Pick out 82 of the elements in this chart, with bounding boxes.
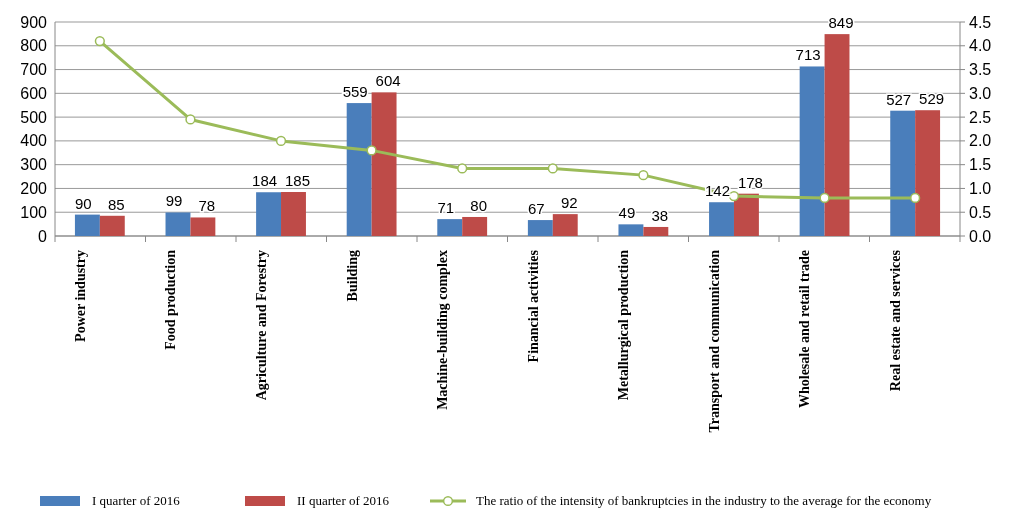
y2-tick-label: 4.0 xyxy=(969,37,992,55)
y-tick-label: 100 xyxy=(20,203,48,221)
legend-label: I quarter of 2016 xyxy=(92,493,181,508)
bar xyxy=(733,193,759,236)
y-tick-label: 200 xyxy=(20,180,48,198)
bar xyxy=(190,217,216,236)
bar xyxy=(462,216,488,236)
x-tick-label: Wholesale and retail trade xyxy=(797,250,813,409)
point xyxy=(638,170,649,181)
bar xyxy=(915,110,941,236)
x-tick-label: Transport and communication xyxy=(706,249,722,433)
bar xyxy=(346,103,372,236)
point xyxy=(819,192,830,204)
data-label: 559 xyxy=(342,83,368,101)
x-tick-label: Power industry xyxy=(72,250,88,342)
y2-tick-label: 1.5 xyxy=(969,156,992,174)
data-label: 142 xyxy=(705,182,731,200)
y2-tick-label: 0.5 xyxy=(969,203,992,221)
x-tick-label: Real estate and services xyxy=(888,249,904,392)
bar xyxy=(74,214,100,236)
data-label: 85 xyxy=(107,195,125,213)
y-tick-label: 800 xyxy=(20,37,48,55)
y-tick-label: 400 xyxy=(20,132,48,150)
data-label: 78 xyxy=(198,197,216,215)
bar xyxy=(437,219,463,236)
data-label: 49 xyxy=(618,204,636,222)
y2-tick-label: 2.0 xyxy=(969,132,992,150)
data-label: 80 xyxy=(470,196,487,214)
point xyxy=(366,145,377,156)
data-label: 184 xyxy=(252,172,278,190)
bar xyxy=(709,202,734,236)
data-label: 67 xyxy=(528,200,545,218)
data-label: 178 xyxy=(737,173,763,191)
data-label: 529 xyxy=(919,90,945,108)
data-label: 99 xyxy=(165,192,183,210)
y-tick-label: 700 xyxy=(20,61,48,79)
bar xyxy=(890,110,916,236)
y2-tick-label: 3.5 xyxy=(969,61,992,79)
y2-tick-label: 2.5 xyxy=(969,108,992,126)
point xyxy=(275,135,287,146)
data-label: 92 xyxy=(560,194,578,212)
y-tick-label: 0 xyxy=(38,227,48,245)
data-label: 90 xyxy=(75,194,92,212)
data-label: 527 xyxy=(886,90,912,108)
point xyxy=(547,163,558,174)
y2-tick-label: 1.0 xyxy=(969,180,992,198)
data-label: 71 xyxy=(437,199,455,217)
data-label: 849 xyxy=(828,14,854,32)
x-tick-label: Financial activities xyxy=(525,249,541,363)
data-label: 604 xyxy=(375,72,401,90)
legend-label: The ratio of the intensity of bankruptcies in the industry to the average for the economy xyxy=(476,493,932,508)
bar xyxy=(552,214,578,236)
y2-tick-label: 0.0 xyxy=(969,227,992,245)
point xyxy=(185,114,196,125)
y2-tick-label: 4.5 xyxy=(969,13,992,31)
data-label: 38 xyxy=(651,206,669,224)
bar xyxy=(799,66,825,236)
bar xyxy=(371,92,397,236)
y-tick-label: 600 xyxy=(20,84,48,102)
x-tick-label: Machine-building complex xyxy=(435,250,451,410)
bar xyxy=(99,215,125,236)
bar xyxy=(643,226,669,236)
x-tick-label: Agriculture and Forestry xyxy=(253,250,269,401)
y-tick-label: 500 xyxy=(20,108,48,126)
point xyxy=(457,163,468,174)
y-tick-label: 300 xyxy=(20,156,48,174)
data-label: 185 xyxy=(284,172,310,190)
y2-tick-label: 3.0 xyxy=(969,84,992,102)
bar xyxy=(824,34,850,236)
y-tick-label: 900 xyxy=(20,13,48,31)
bar xyxy=(281,192,306,236)
x-tick-label: Metallurgical production xyxy=(616,249,632,401)
point xyxy=(910,192,921,204)
x-tick-label: Food production xyxy=(163,249,179,350)
bar xyxy=(618,224,644,236)
bar xyxy=(165,212,191,236)
point xyxy=(94,35,105,47)
legend-label: II quarter of 2016 xyxy=(297,493,390,508)
x-tick-label: Building xyxy=(344,250,360,302)
bar xyxy=(256,192,282,236)
data-label: 713 xyxy=(795,46,821,64)
bar xyxy=(527,220,553,236)
